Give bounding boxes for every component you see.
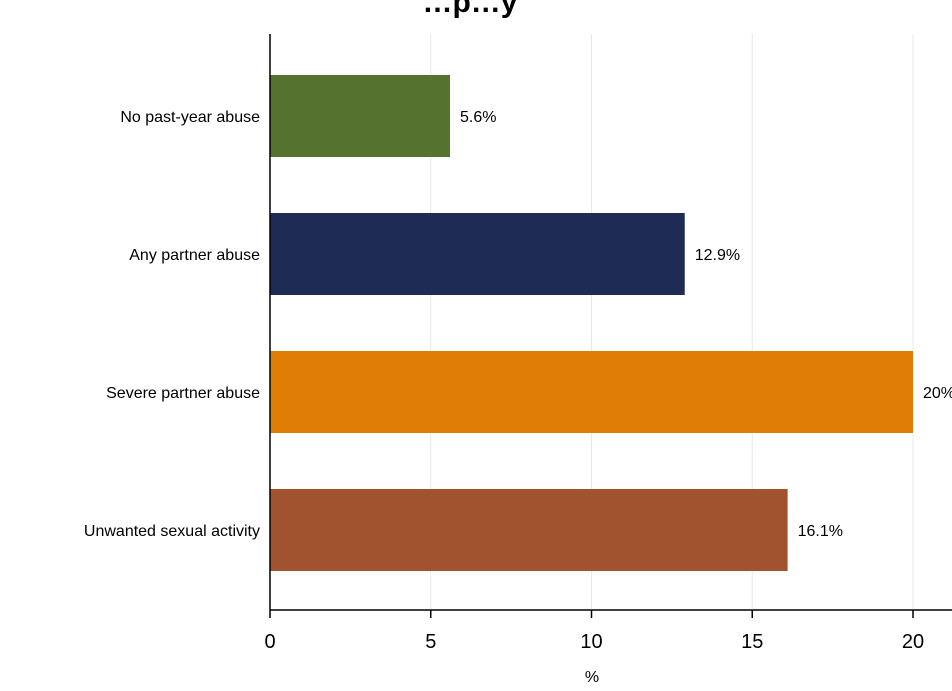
- x-tick-label-15: 15: [741, 631, 763, 653]
- bar-no-past-year-abuse: [270, 75, 451, 157]
- x-tick-label-20: 20: [902, 631, 924, 653]
- bars: [270, 75, 913, 571]
- category-label-no-past-year-abuse: No past-year abuse: [120, 109, 260, 126]
- bar-any-partner-abuse: [270, 213, 685, 295]
- x-tick-label-5: 5: [425, 631, 436, 653]
- category-label-unwanted-sexual-activity: Unwanted sexual activity: [84, 523, 260, 540]
- category-label-severe-partner-abuse: Severe partner abuse: [106, 385, 260, 402]
- bar-severe-partner-abuse: [270, 351, 913, 433]
- value-label-any-partner-abuse: 12.9%: [695, 247, 740, 264]
- value-label-no-past-year-abuse: 5.6%: [460, 109, 496, 126]
- x-axis-title: %: [585, 669, 599, 686]
- value-label-severe-partner-abuse: 20%: [923, 385, 952, 402]
- category-label-any-partner-abuse: Any partner abuse: [129, 247, 260, 264]
- x-tick-label-0: 0: [264, 631, 275, 653]
- category-labels: No past-year abuse Any partner abuse Sever…: [84, 109, 260, 540]
- value-labels: 5.6% 12.9% 20% 16.1%: [460, 109, 952, 540]
- x-axis-ticks: 0 5 10 15 20: [264, 610, 924, 653]
- value-label-unwanted-sexual-activity: 16.1%: [798, 523, 843, 540]
- chart-title: …p…y: [422, 0, 517, 19]
- bar-unwanted-sexual-activity: [270, 489, 788, 571]
- x-tick-label-10: 10: [580, 631, 602, 653]
